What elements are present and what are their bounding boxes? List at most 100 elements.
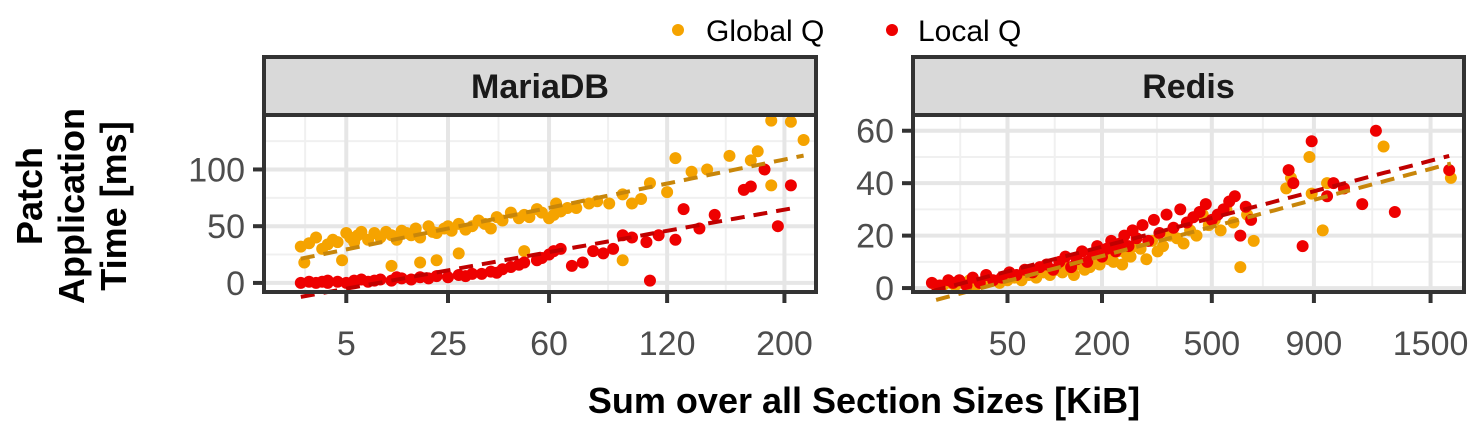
y-tick-label-redis-1: 20 [856,218,894,256]
point-mariadb-local-q-46 [708,208,721,221]
point-mariadb-local-q-43 [669,233,682,246]
point-mariadb-global-q-61 [744,154,757,167]
legend-label-global-q: Global Q [706,15,824,48]
x-tick-label-redis-3: 900 [1286,325,1343,363]
point-mariadb-global-q-68 [385,259,398,272]
point-redis-global-q-35 [1140,253,1153,266]
point-mariadb-local-q-41 [640,236,653,249]
trend-line-mariadb-global-q [300,153,804,261]
x-tick-label-redis-0: 50 [989,325,1027,363]
panel-redis: Redis 50 200 500 900 1500 0 20 40 60 [856,55,1469,363]
point-mariadb-global-q-11 [355,225,368,238]
point-redis-global-q-41 [1177,237,1190,250]
x-tick-label-mariadb-2: 60 [530,325,568,363]
point-redis-local-q-50 [1228,190,1241,203]
point-mariadb-global-q-60 [723,149,736,162]
point-redis-global-q-55 [1303,150,1316,163]
x-tick-label-mariadb-3: 120 [639,325,696,363]
point-mariadb-global-q-40 [523,211,536,224]
point-redis-local-q-55 [1287,177,1300,190]
point-redis-local-q-54 [1282,164,1295,177]
point-redis-local-q-51 [1234,229,1247,242]
point-mariadb-global-q-48 [570,202,583,215]
strip-redis [911,55,1466,117]
point-mariadb-global-q-73 [616,254,629,267]
point-redis-local-q-39 [1160,208,1173,221]
point-mariadb-local-q-38 [607,242,620,255]
point-mariadb-global-q-2 [310,231,323,244]
point-redis-global-q-47 [1214,224,1227,237]
y-tick-label-redis-3: 60 [856,113,894,151]
x-tick-label-redis-4: 1500 [1393,325,1469,363]
point-mariadb-local-q-54 [643,274,656,287]
point-redis-local-q-35 [1136,219,1149,232]
point-mariadb-local-q-40 [626,231,638,244]
y-axis-title-line-3: Time [ms] [93,121,134,290]
point-mariadb-local-q-44 [677,203,690,216]
x-axis-title: Sum over all Section Sizes [KiB] [588,380,1140,421]
point-mariadb-global-q-51 [603,197,616,210]
point-mariadb-local-q-35 [576,256,589,269]
trend-line-redis-local-q [931,153,1450,294]
point-mariadb-local-q-50 [771,220,784,233]
point-mariadb-global-q-69 [414,256,427,269]
point-mariadb-global-q-70 [430,254,443,267]
point-redis-global-q-32 [1124,250,1137,263]
point-mariadb-global-q-64 [784,115,797,128]
legend-label-local-q: Local Q [918,15,1021,48]
point-mariadb-local-q-49 [758,163,771,176]
y-axis-title-line-2: Application [51,108,92,304]
legend-marker-global-q [672,24,684,36]
point-mariadb-global-q-58 [685,165,698,178]
point-redis-local-q-56 [1296,240,1309,253]
point-mariadb-global-q-65 [797,133,810,146]
point-mariadb-global-q-53 [626,197,638,210]
point-redis-local-q-41 [1174,203,1187,216]
point-redis-local-q-40 [1167,221,1180,234]
point-redis-local-q-37 [1147,213,1160,226]
y-tick-label-redis-0: 0 [875,270,894,308]
point-mariadb-local-q-42 [652,229,665,242]
trend-line-redis-global-q [935,161,1452,302]
point-mariadb-local-q-18 [442,271,454,284]
point-mariadb-global-q-67 [336,254,349,267]
strip-label-mariadb: MariaDB [471,68,609,106]
point-redis-local-q-64 [1443,164,1456,177]
point-mariadb-global-q-62 [751,145,764,158]
legend: Global Q Local Q [672,15,1021,48]
y-tick-label-mariadb-2: 100 [188,151,245,189]
point-mariadb-global-q-6 [331,236,344,249]
point-mariadb-global-q-63 [765,114,778,127]
point-mariadb-local-q-51 [784,179,797,192]
point-mariadb-global-q-47 [561,202,574,215]
strip-label-redis: Redis [1142,68,1235,106]
point-mariadb-global-q-21 [409,222,422,235]
legend-marker-local-q [886,24,898,36]
x-tick-label-redis-1: 200 [1074,325,1131,363]
point-mariadb-global-q-57 [669,152,682,165]
point-redis-local-q-45 [1199,198,1212,211]
y-tick-label-redis-2: 40 [856,165,894,203]
x-tick-label-redis-2: 500 [1183,325,1240,363]
y-axis-title-line-1: Patch [9,147,50,245]
point-mariadb-local-q-22 [475,267,488,280]
y-tick-label-mariadb-1: 50 [207,208,245,246]
x-tick-label-mariadb-1: 25 [429,325,467,363]
x-tick-label-mariadb-4: 200 [756,325,813,363]
y-axis-title: Patch Application Time [ms] [9,108,134,304]
point-redis-local-q-63 [1388,206,1401,219]
point-redis-local-q-57 [1305,135,1318,148]
point-mariadb-local-q-36 [587,245,600,258]
y-tick-label-mariadb-0: 0 [226,265,245,303]
point-mariadb-local-q-52 [321,276,334,289]
point-redis-local-q-61 [1356,198,1369,211]
point-mariadb-global-q-54 [635,192,648,205]
point-mariadb-local-q-34 [565,259,578,272]
point-redis-global-q-38 [1157,240,1170,253]
point-redis-local-q-62 [1369,124,1382,137]
point-mariadb-global-q-56 [661,186,674,199]
point-mariadb-local-q-21 [466,267,479,280]
point-redis-global-q-57 [1316,224,1329,237]
point-redis-global-q-30 [1116,258,1129,271]
